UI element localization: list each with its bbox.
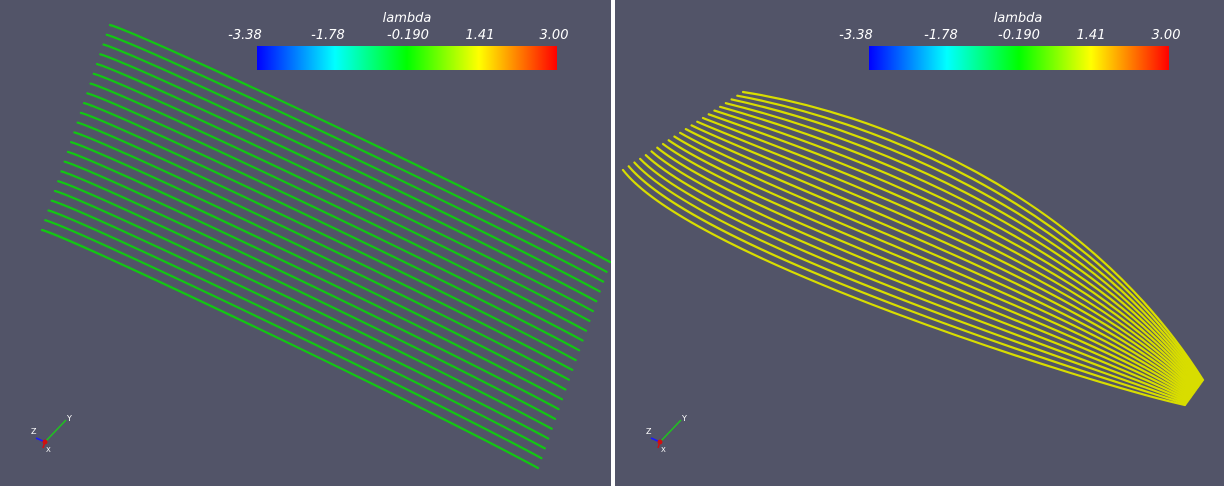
colorbar-tick-1: -3.38	[228, 29, 262, 43]
colorbar-tick-4: 1.41	[466, 29, 495, 43]
left-streamlines-plot	[0, 0, 611, 486]
axis-y-label: Y	[66, 414, 72, 423]
axis-z-label: Z	[31, 427, 37, 436]
colorbar-tick-2: -1.78	[924, 29, 958, 43]
colorbar-tick-3: -0.190	[998, 29, 1040, 43]
left-render-view[interactable]: lambda -3.38 -1.78 -0.190 1.41 3.00 Y Z …	[0, 0, 611, 486]
axis-x-label: X	[661, 446, 666, 454]
colorbar-gradient	[869, 46, 1169, 70]
axis-x-label: X	[46, 446, 51, 454]
colorbar-gradient	[257, 46, 557, 70]
colorbar-tick-1: -3.38	[839, 29, 873, 43]
colorbar-tick-5: 3.00	[540, 29, 569, 43]
colorbar-tick-4: 1.41	[1077, 29, 1106, 43]
right-render-view[interactable]: lambda -3.38 -1.78 -0.190 1.41 3.00 Y Z …	[615, 0, 1224, 486]
axes-triad-icon: Y Z X	[643, 412, 693, 454]
colorbar-tick-5: 3.00	[1152, 29, 1181, 43]
axes-triad-icon: Y Z X	[28, 412, 78, 454]
colorbar-tick-3: -0.190	[387, 29, 429, 43]
right-streamlines-plot	[615, 0, 1224, 486]
colorbar-tick-2: -1.78	[311, 29, 345, 43]
colorbar-title: lambda	[383, 12, 432, 26]
colorbar-title: lambda	[994, 12, 1043, 26]
axis-y-label: Y	[681, 414, 687, 423]
axis-z-label: Z	[646, 427, 652, 436]
